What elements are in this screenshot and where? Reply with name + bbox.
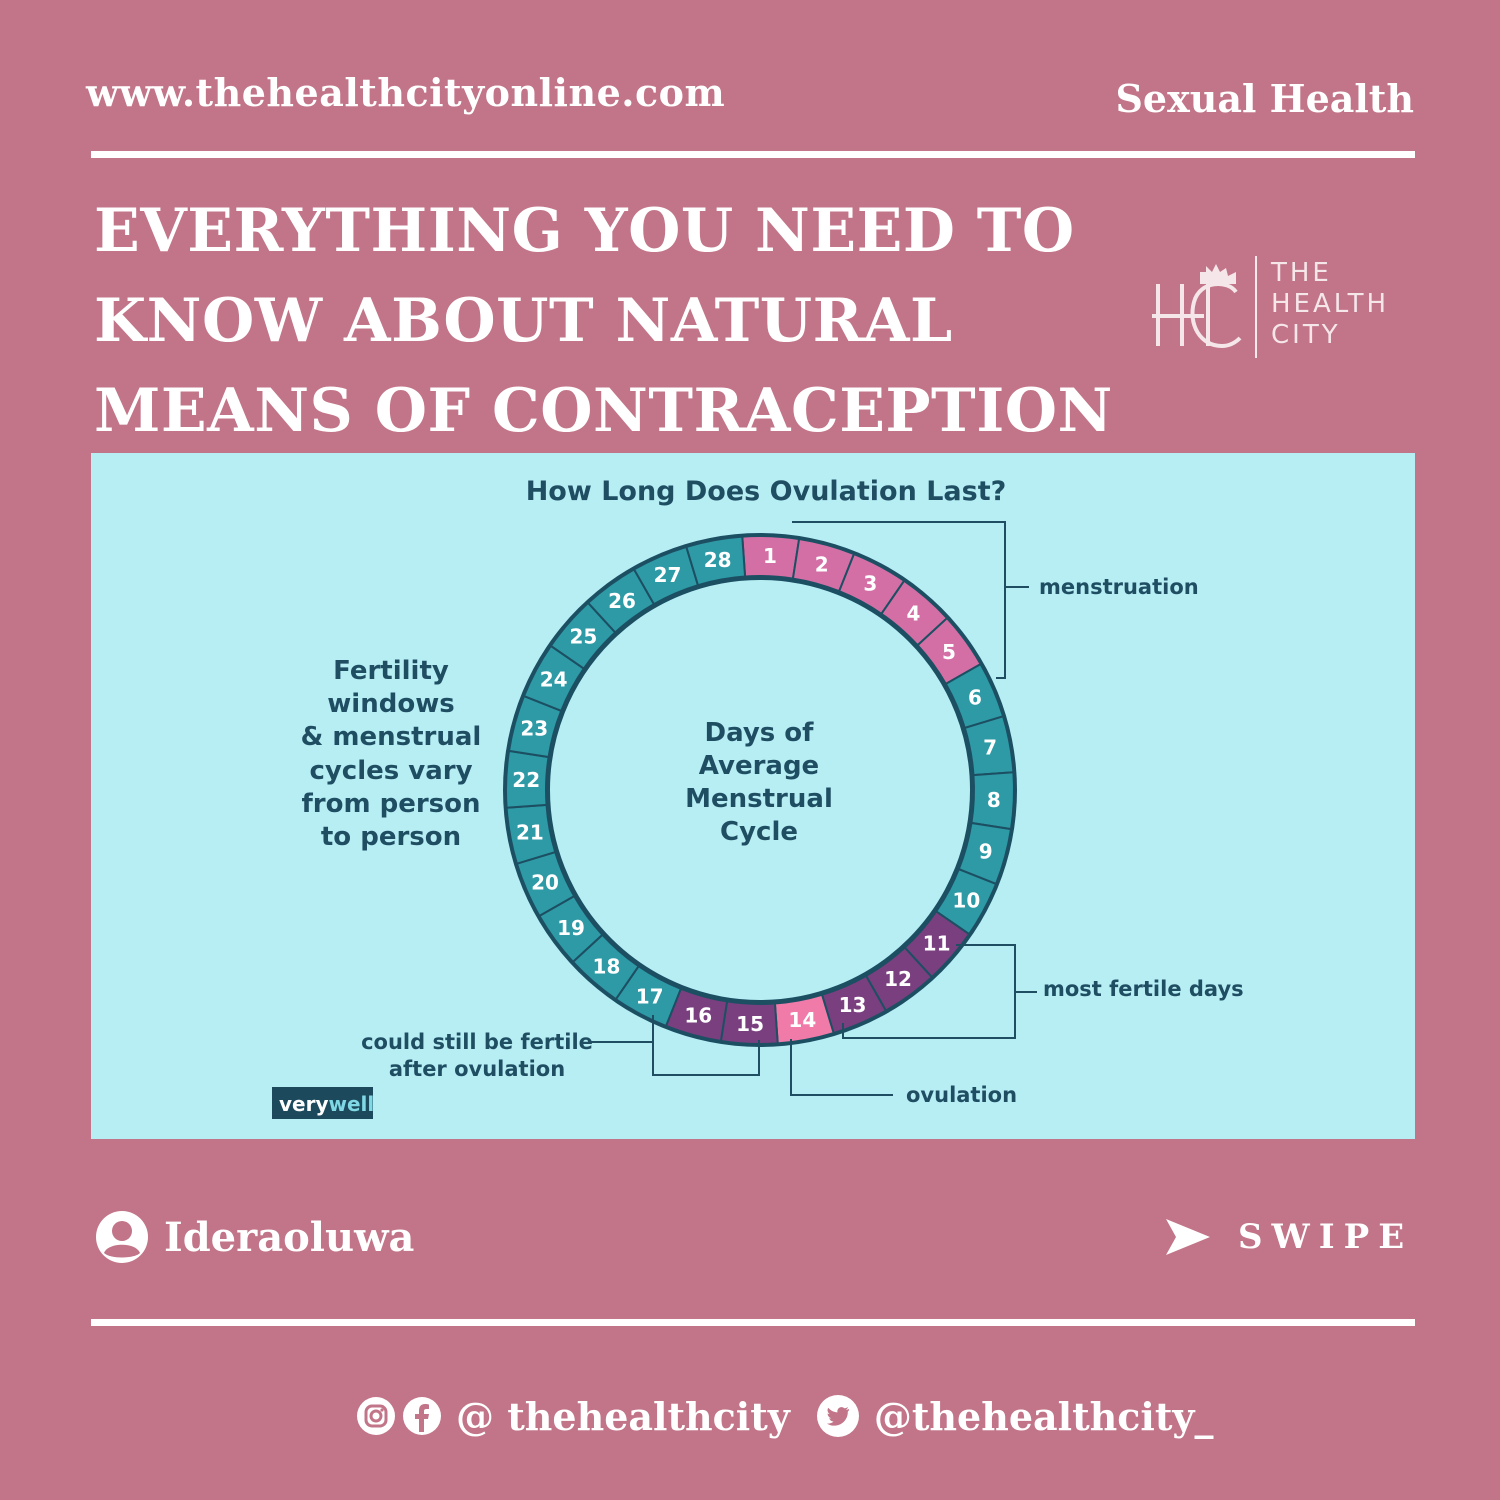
side-note-line-5: from person [301,789,480,819]
day-label-13: 13 [839,993,867,1017]
center-label: Days of Average Menstrual Cycle [685,718,833,847]
headline-line-2: KNOW ABOUT NATURAL [94,286,953,356]
day-label-23: 23 [520,716,548,740]
author-name: Ideraoluwa [164,1213,415,1261]
health-city-logo: THE HEALTH CITY [1148,254,1388,362]
side-note-line-6: to person [321,822,461,852]
day-label-18: 18 [593,955,621,979]
fertile-bracket [842,944,1016,1039]
logo-word-health: HEALTH [1271,289,1390,319]
side-note-line-4: cycles vary [309,756,472,786]
after-ovulation-line-1: could still be fertile [361,1030,593,1054]
day-label-21: 21 [516,820,544,844]
verywell-badge: verywell [272,1087,374,1119]
day-label-22: 22 [512,768,540,792]
day-label-8: 8 [987,788,1001,812]
swipe-prompt[interactable]: SWIPE [1164,1212,1413,1262]
facebook-icon[interactable] [402,1396,442,1436]
center-line-3: Menstrual [685,784,833,814]
most-fertile-label: most fertile days [1043,977,1244,1001]
badge-text-very: very [279,1092,329,1116]
menstruation-label: menstruation [1039,575,1199,599]
day-label-10: 10 [952,888,980,912]
headline-line-1: EVERYTHING YOU NEED TO [94,196,1075,266]
day-label-5: 5 [942,640,956,664]
after-ovulation-bracket [652,1015,760,1076]
day-label-19: 19 [557,916,585,940]
day-label-16: 16 [684,1004,712,1028]
day-label-7: 7 [983,736,997,760]
day-label-20: 20 [531,871,559,895]
center-line-1: Days of [705,718,815,748]
headline-line-3: MEANS OF CONTRACEPTION [94,376,1113,446]
logo-word-city: CITY [1271,320,1341,350]
day-label-15: 15 [736,1012,764,1036]
cycle-ring: 1 234567891011121314151617181920212223242… [503,533,1017,1047]
ovulation-label: ovulation [906,1083,1017,1107]
day-label-2: 2 [815,552,829,576]
after-ovulation-line-2: after ovulation [389,1057,565,1081]
cycle-diagram: How Long Does Ovulation Last? 1 234567891… [272,476,1244,1119]
logo-wordmark: THE HEALTH CITY [1271,258,1389,351]
side-note-line-1: Fertility [333,656,449,686]
day-label-1: 1 [763,544,777,568]
article-headline: EVERYTHING YOU NEED TO KNOW ABOUT NATURA… [94,186,1113,456]
diagram-title: How Long Does Ovulation Last? [526,476,1007,507]
day-label-24: 24 [540,668,568,692]
center-line-2: Average [699,751,819,781]
day-label-17: 17 [636,984,664,1008]
day-label-11: 11 [923,932,951,956]
twitter-handle[interactable]: @thehealthcity_ [873,1393,1214,1439]
side-note-line-3: & menstrual [301,722,482,752]
instagram-icon[interactable] [356,1396,396,1436]
twitter-icon[interactable] [816,1394,860,1438]
day-label-14: 14 [788,1008,816,1032]
center-line-4: Cycle [720,817,798,847]
user-avatar-icon [96,1211,148,1263]
day-label-28: 28 [704,548,732,572]
day-label-9: 9 [979,840,993,864]
hc-monogram-icon [1152,264,1242,349]
day-label-25: 25 [569,624,597,648]
day-label-27: 27 [654,563,682,587]
day-label-3: 3 [863,572,877,596]
site-url[interactable]: www.thehealthcityonline.com [86,70,726,115]
menstruation-bracket [792,521,1006,679]
side-note-line-2: windows [327,689,454,719]
day-label-12: 12 [884,967,912,991]
side-note: Fertility windows & menstrual cycles var… [301,656,482,852]
svg-text:verywell: verywell [279,1092,374,1116]
social-handles: @ thehealthcity @thehealthcity_ [356,1388,1213,1444]
logo-divider [1255,256,1257,358]
day-label-4: 4 [907,601,921,625]
instagram-facebook-handle[interactable]: @ thehealthcity [456,1393,790,1439]
day-label-26: 26 [608,589,636,613]
author-byline: Ideraoluwa [94,1208,414,1266]
day-label-6: 6 [968,685,982,709]
ring-center [546,576,974,1004]
bottom-divider [91,1319,1415,1326]
category-label: Sexual Health [1115,76,1414,121]
logo-word-the: THE [1271,258,1332,288]
ovulation-leader [790,1039,893,1096]
badge-text-well: well [329,1092,375,1116]
swipe-label: SWIPE [1238,1217,1414,1257]
paper-plane-icon [1166,1219,1210,1255]
top-divider [91,151,1415,158]
